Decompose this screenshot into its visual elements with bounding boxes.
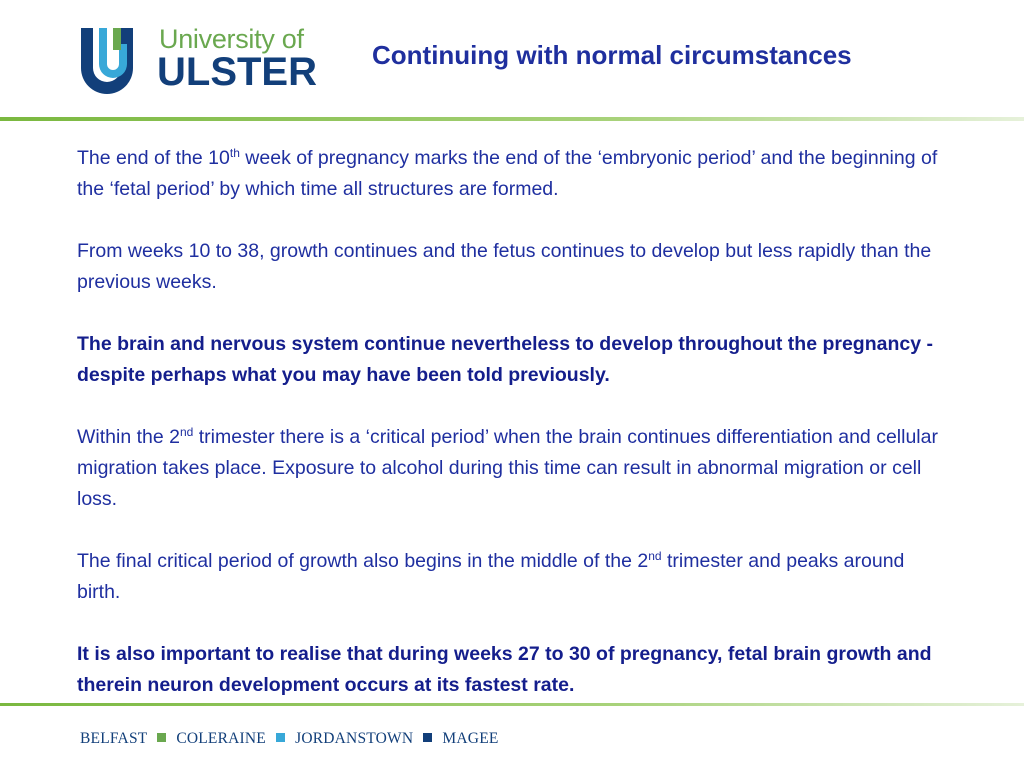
ulster-logo-mark-icon [81,28,133,94]
square-blue-icon [276,733,286,742]
campus-jordanstown: JORDANSTOWN [295,730,414,747]
paragraph-4: Within the 2nd trimester there is a ‘cri… [77,422,952,515]
p4-text-b: trimester there is a ‘critical period’ w… [77,426,938,510]
header-divider [0,117,1024,121]
campus-magee: MAGEE [442,730,499,747]
paragraph-5: The final critical period of growth also… [77,546,952,608]
p5-text-b: trimester and peaks around birth. [77,550,905,603]
paragraph-2: From weeks 10 to 38, growth continues an… [77,240,932,293]
square-navy-icon [423,733,433,742]
campus-belfast: BELFAST [80,730,148,747]
footer-divider [0,703,1024,706]
paragraph-3-emphasis: The brain and nervous system continue ne… [77,333,933,386]
p1-text-b: week of pregnancy marks the end of the ‘… [77,147,938,200]
p5-text-a: The final critical period of growth also… [77,550,649,572]
campus-footer: BELFAST COLERAINE JORDANSTOWN MAGEE [80,730,499,748]
logo-university-of: University of [159,24,304,54]
slide-body: The end of the 10th week of pregnancy ma… [77,143,952,732]
paragraph-6-emphasis: It is also important to realise that dur… [77,643,932,696]
p5-superscript: nd [648,549,662,563]
p1-text-a: The end of the 10 [77,147,230,169]
p1-superscript: th [229,146,240,160]
university-logo: University of ULSTER [79,24,319,96]
logo-ulster: ULSTER [157,50,317,94]
p4-superscript: nd [179,425,194,439]
p4-text-a: Within the 2 [77,426,180,448]
paragraph-1: The end of the 10th week of pregnancy ma… [77,143,952,205]
campus-coleraine: COLERAINE [176,730,266,747]
square-green-icon [157,733,167,742]
slide-title: Continuing with normal circumstances [372,40,852,70]
